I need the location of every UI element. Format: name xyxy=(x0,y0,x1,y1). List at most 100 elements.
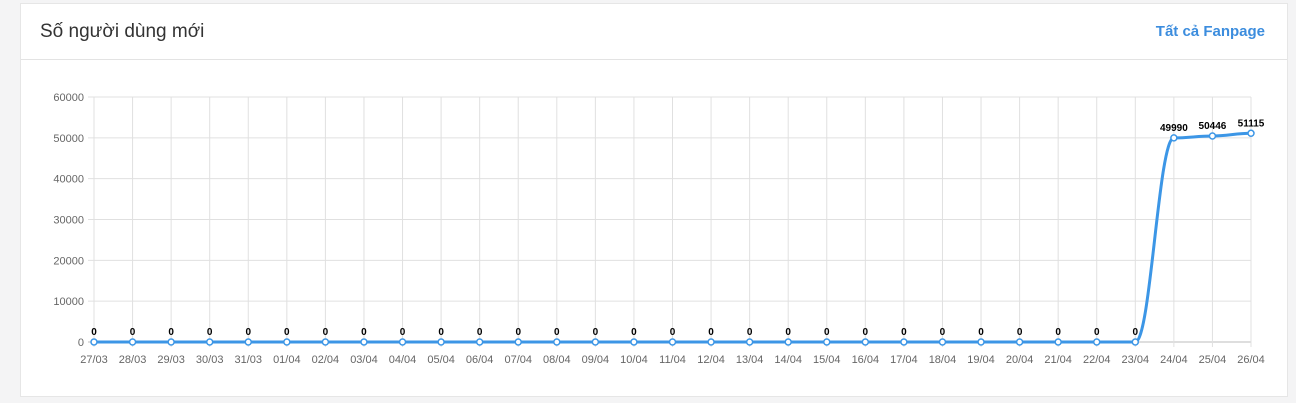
data-point xyxy=(1131,338,1140,346)
y-tick-label: 20000 xyxy=(53,255,84,267)
data-point xyxy=(668,338,677,346)
x-tick-label: 07/04 xyxy=(504,354,532,366)
data-point xyxy=(437,338,445,346)
x-tick-label: 15/04 xyxy=(813,354,841,366)
x-tick-label: 11/04 xyxy=(659,354,686,366)
x-tick-label: 14/04 xyxy=(774,354,802,366)
data-label: 0 xyxy=(361,327,367,338)
data-label: 0 xyxy=(863,327,869,338)
y-tick-label: 10000 xyxy=(53,296,84,308)
data-point xyxy=(1015,338,1024,346)
data-label: 0 xyxy=(207,327,213,338)
x-tick-label: 10/04 xyxy=(620,354,648,366)
data-point xyxy=(283,338,291,346)
y-tick-label: 60000 xyxy=(53,92,84,104)
data-point xyxy=(398,338,407,346)
x-tick-label: 12/04 xyxy=(697,354,725,366)
data-label: 0 xyxy=(1094,327,1100,338)
data-point xyxy=(1247,129,1255,138)
data-point xyxy=(1092,338,1101,346)
x-tick-label: 29/03 xyxy=(157,354,185,366)
x-tick-label: 26/04 xyxy=(1237,354,1265,366)
data-label: 0 xyxy=(91,327,97,338)
data-label: 0 xyxy=(130,327,136,338)
data-point xyxy=(977,338,985,346)
data-point xyxy=(784,338,792,346)
data-label: 0 xyxy=(477,327,483,338)
x-tick-label: 23/04 xyxy=(1122,354,1150,366)
data-label: 0 xyxy=(554,327,560,338)
data-point xyxy=(475,338,484,346)
data-label: 0 xyxy=(168,327,174,338)
data-label: 0 xyxy=(824,327,830,338)
data-point xyxy=(745,338,754,346)
y-tick-label: 40000 xyxy=(53,174,84,186)
data-label: 0 xyxy=(515,327,521,338)
x-tick-label: 18/04 xyxy=(929,354,957,366)
new-users-card: Số người dùng mới Tất cả Fanpage xyxy=(20,3,1288,397)
data-point xyxy=(1054,338,1062,346)
x-tick-label: 19/04 xyxy=(967,354,995,366)
data-point xyxy=(823,338,831,346)
data-point xyxy=(1208,132,1217,140)
x-tick-label: 24/04 xyxy=(1160,354,1188,366)
data-label: 0 xyxy=(284,327,290,338)
y-tick-label: 30000 xyxy=(53,215,84,227)
data-label: 0 xyxy=(785,327,791,338)
x-tick-label: 13/04 xyxy=(736,354,764,366)
data-point xyxy=(167,338,175,346)
data-label: 0 xyxy=(901,327,907,338)
x-tick-label: 06/04 xyxy=(466,354,494,366)
y-tick-label: 0 xyxy=(78,337,84,349)
data-point xyxy=(205,338,214,346)
data-label: 0 xyxy=(323,327,329,338)
x-tick-label: 17/04 xyxy=(890,354,918,366)
card-header: Số người dùng mới Tất cả Fanpage xyxy=(21,4,1287,60)
x-tick-label: 31/03 xyxy=(235,354,263,366)
data-point xyxy=(90,338,98,346)
x-tick-label: 25/04 xyxy=(1199,354,1227,366)
x-tick-label: 08/04 xyxy=(543,354,571,366)
data-label: 0 xyxy=(1017,327,1023,338)
data-point xyxy=(938,338,947,346)
data-label: 0 xyxy=(400,327,406,338)
x-tick-label: 04/04 xyxy=(389,354,417,366)
x-tick-label: 20/04 xyxy=(1006,354,1034,366)
data-point xyxy=(128,338,137,346)
card-title: Số người dùng mới xyxy=(40,20,205,42)
data-label: 0 xyxy=(708,327,714,338)
data-label: 0 xyxy=(631,327,637,338)
data-point xyxy=(244,338,253,346)
x-tick-label: 02/04 xyxy=(312,354,340,366)
data-point xyxy=(360,338,368,346)
data-point xyxy=(900,338,908,346)
x-tick-label: 28/03 xyxy=(119,354,147,366)
data-point xyxy=(553,338,561,346)
x-tick-label: 03/04 xyxy=(350,354,378,366)
data-label: 50446 xyxy=(1199,121,1227,132)
data-label: 0 xyxy=(438,327,444,338)
data-label: 0 xyxy=(245,327,251,338)
data-label: 0 xyxy=(940,327,946,338)
data-label: 0 xyxy=(1055,327,1061,338)
data-point xyxy=(630,338,638,346)
data-label: 51115 xyxy=(1238,118,1265,129)
x-tick-label: 22/04 xyxy=(1083,354,1111,366)
data-point xyxy=(321,338,330,346)
y-tick-label: 50000 xyxy=(53,133,84,145)
x-tick-label: 09/04 xyxy=(582,354,610,366)
data-point xyxy=(591,338,600,346)
x-tick-label: 30/03 xyxy=(196,354,224,366)
data-label: 0 xyxy=(670,327,676,338)
x-tick-label: 21/04 xyxy=(1044,354,1072,366)
x-tick-label: 27/03 xyxy=(80,354,108,366)
data-point xyxy=(514,338,522,346)
data-point xyxy=(707,338,715,346)
data-label: 49990 xyxy=(1160,123,1188,134)
x-tick-label: 01/04 xyxy=(273,354,301,366)
all-fanpage-link[interactable]: Tất cả Fanpage xyxy=(1155,23,1265,40)
data-point xyxy=(1170,134,1178,142)
data-label: 0 xyxy=(747,327,753,338)
data-label: 0 xyxy=(1133,327,1139,338)
